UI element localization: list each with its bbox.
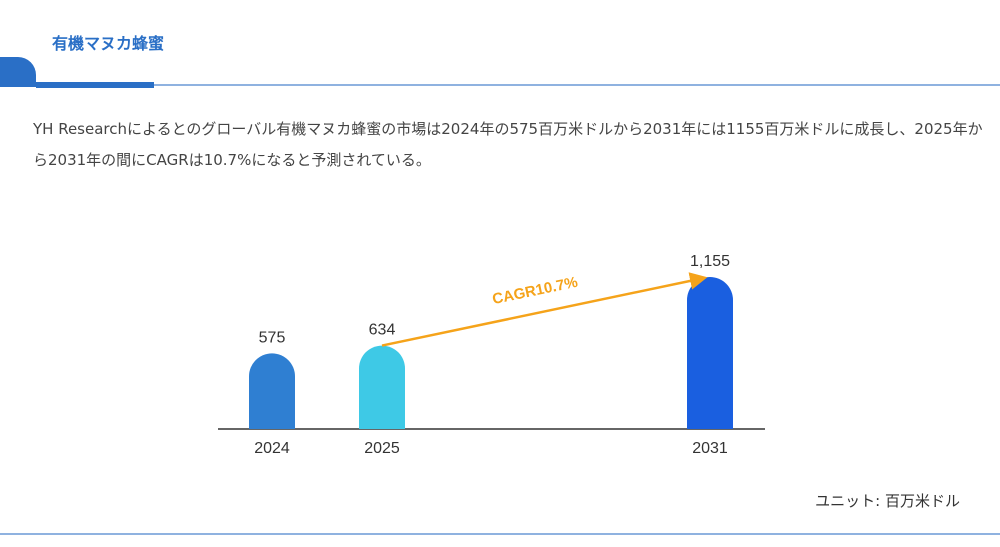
tick-label-2024: 2024 [254, 440, 290, 457]
cagr-arrow [381, 272, 708, 347]
header-accent-bar [36, 82, 154, 88]
header-divider [154, 84, 1000, 86]
tick-label-2031: 2031 [692, 440, 728, 457]
header-tab-decoration [0, 57, 36, 87]
header: 有機マヌカ蜂蜜 [0, 0, 1000, 90]
market-description: YH Researchによるとのグローバル有機マヌカ蜂蜜の市場は2024年の57… [33, 120, 983, 169]
unit-label: ユニット: 百万米ドル [815, 492, 960, 510]
bar-chart: 575 2024 634 2025 1,155 2031 CAGR10.7% [218, 253, 765, 457]
bar-2025 [359, 345, 405, 429]
value-label-2031: 1,155 [690, 253, 730, 270]
bar-2024 [249, 353, 295, 429]
tick-label-2025: 2025 [364, 440, 400, 457]
footer-divider [0, 533, 1000, 535]
cagr-label: CAGR10.7% [491, 274, 579, 308]
value-label-2024: 575 [259, 329, 286, 346]
bar-2031 [687, 277, 733, 429]
page-title: 有機マヌカ蜂蜜 [52, 34, 165, 53]
value-label-2025: 634 [369, 322, 396, 339]
